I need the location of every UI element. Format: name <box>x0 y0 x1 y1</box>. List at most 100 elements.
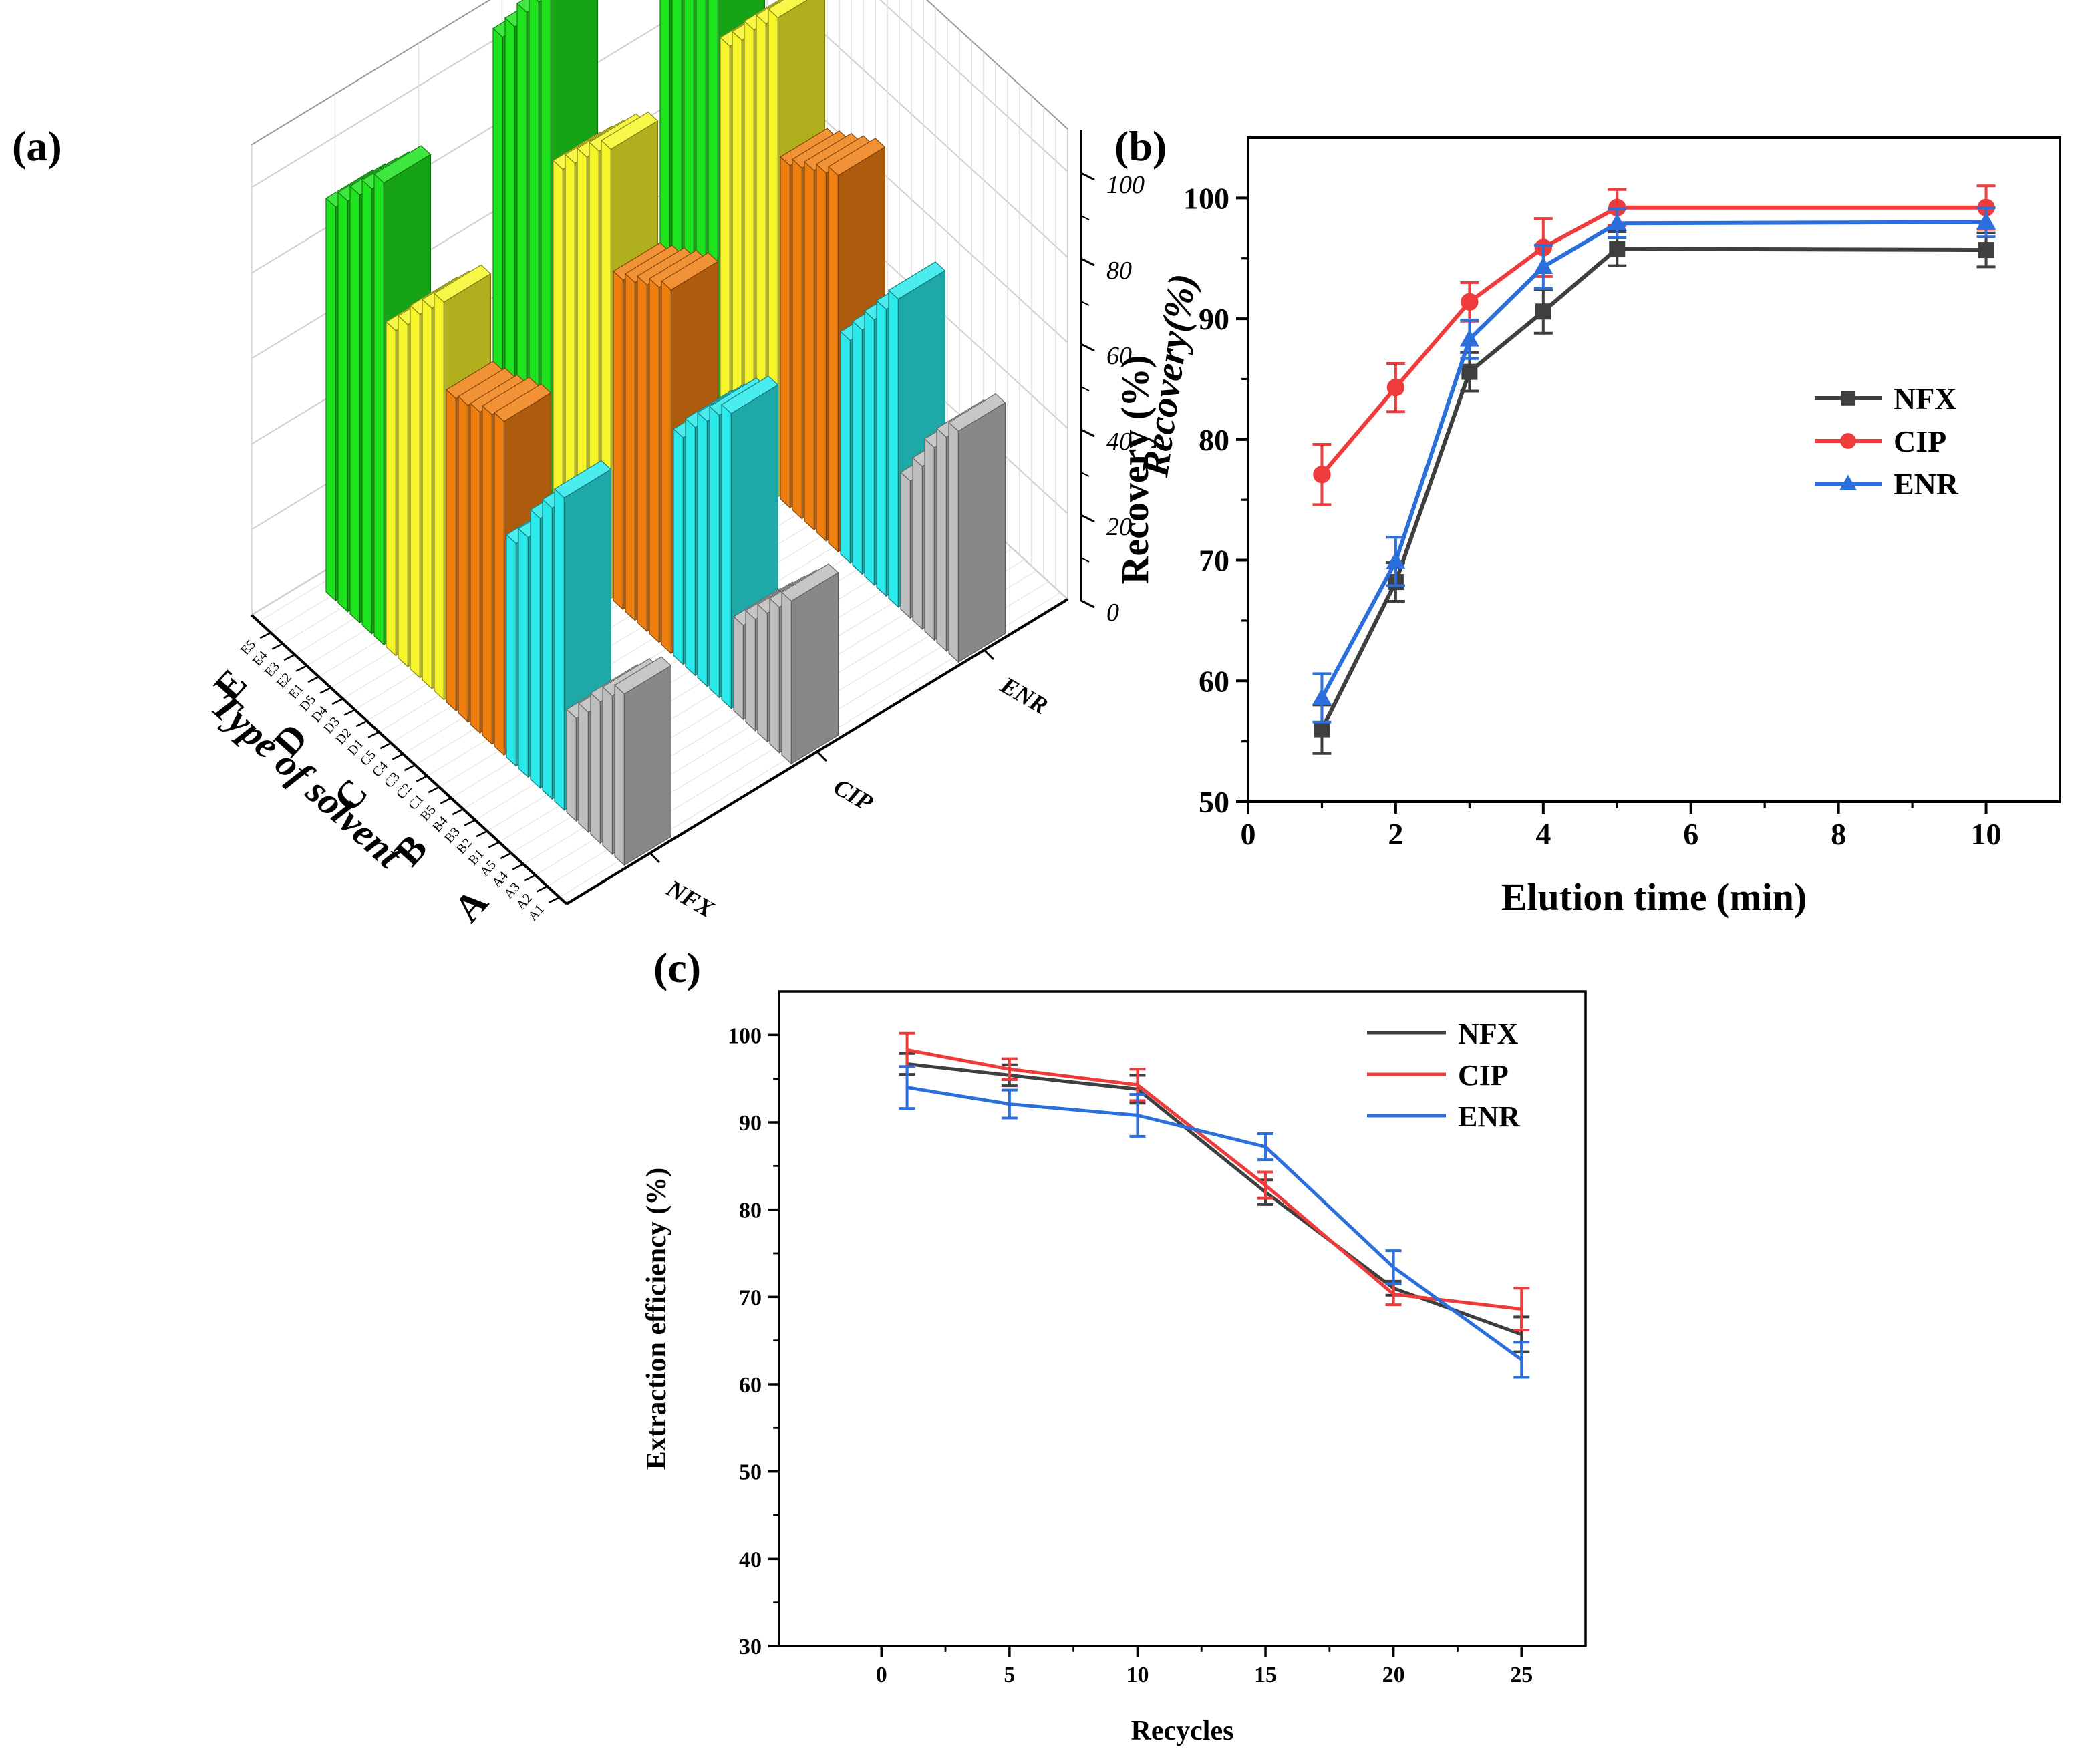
b-point-NFX <box>1461 363 1478 380</box>
c-y-tick-label: 40 <box>739 1547 762 1572</box>
bar-front <box>613 270 624 611</box>
b-y-tick-label: 70 <box>1199 544 1229 578</box>
bar-front <box>673 428 684 665</box>
solvent-tick <box>271 643 283 650</box>
bar-front <box>506 534 517 767</box>
b-point-NFX <box>1978 242 1994 259</box>
z-minor-tick <box>1080 301 1090 306</box>
b-point-ENR <box>1459 329 1479 347</box>
z-tick-label: 80 <box>1106 257 1132 285</box>
solvent-axis-line <box>251 614 568 905</box>
bar-front <box>828 166 839 553</box>
c-x-axis-title: Recycles <box>1131 1716 1234 1746</box>
bar-front <box>720 36 731 454</box>
c-line-CIP <box>907 1048 1522 1311</box>
bar-side <box>790 572 839 765</box>
bar-front <box>888 289 899 608</box>
c-errorbar-CIP <box>1001 1057 1018 1081</box>
bar-ENR-A1 <box>948 393 1006 663</box>
solvent-tick <box>500 852 512 860</box>
panel-a-bars <box>325 0 1006 866</box>
b-point-CIP <box>1461 293 1479 311</box>
z-tick <box>1080 257 1095 267</box>
c-legend-label-NFX: NFX <box>1458 1017 1519 1050</box>
bar-side <box>957 402 1006 663</box>
c-errorbar-ENR <box>1257 1132 1274 1162</box>
solvent-tick <box>319 687 331 694</box>
solvent-tick <box>331 697 343 705</box>
b-x-tick-label: 4 <box>1535 817 1551 851</box>
solvent-tick <box>355 719 367 728</box>
solvent-tick <box>524 874 536 882</box>
b-x-tick-label: 0 <box>1241 817 1256 851</box>
drug-label-ENR: ENR <box>996 671 1052 719</box>
bar-front <box>757 603 768 743</box>
c-errorbar-CIP <box>1257 1170 1274 1200</box>
b-x-tick-label: 8 <box>1831 817 1846 851</box>
c-errorbar-ENR <box>899 1065 915 1110</box>
c-x-tick-label: 5 <box>1004 1663 1015 1688</box>
bar-front <box>625 273 636 621</box>
b-x-axis-title: Elution time (min) <box>1501 875 1807 919</box>
solvent-tick <box>488 841 500 848</box>
b-point-ENR <box>1607 213 1627 231</box>
drug-tick <box>816 750 828 762</box>
z-tick <box>1080 343 1095 352</box>
bar-CIP-A1 <box>781 563 839 765</box>
c-x-tick-label: 15 <box>1254 1663 1277 1688</box>
solvent-tick <box>416 775 428 782</box>
bar-front <box>349 185 361 624</box>
c-y-tick-label: 50 <box>739 1460 762 1485</box>
b-y-tick-label: 60 <box>1199 664 1229 698</box>
bar-front <box>864 310 875 586</box>
panel-label-a: (a) <box>12 122 62 170</box>
panel-a-3d-bar-chart: 020406080100Recovery(%)NFXCIPENRA1A2A3A4… <box>203 0 1204 930</box>
bar-front <box>733 615 744 721</box>
b-line-CIP <box>1320 205 1986 476</box>
bar-front <box>852 320 863 575</box>
b-x-tick-label: 2 <box>1388 817 1403 851</box>
c-y-tick-label: 100 <box>728 1023 762 1048</box>
b-point-NFX <box>1535 303 1551 320</box>
bar-front <box>948 421 959 663</box>
z-tick-label: 20 <box>1106 513 1132 541</box>
c-x-tick-label: 25 <box>1510 1663 1533 1688</box>
solvent-tick <box>404 764 416 772</box>
b-legend-label-CIP: CIP <box>1894 424 1946 458</box>
bar-front <box>373 173 385 646</box>
solvent-tick <box>440 797 452 804</box>
z-minor-tick <box>1080 472 1090 477</box>
b-line-NFX <box>1320 247 1986 730</box>
b-point-ENR <box>1386 551 1406 569</box>
b-point-NFX <box>1314 721 1330 738</box>
bar-front <box>685 418 696 677</box>
c-x-tick-label: 10 <box>1126 1663 1149 1688</box>
solvent-tick <box>283 653 295 661</box>
bar-front <box>578 702 589 833</box>
drug-tick <box>649 852 661 864</box>
b-series-ENR <box>1312 206 1996 724</box>
z-tick <box>1080 428 1095 438</box>
c-x-tick-label: 20 <box>1382 1663 1405 1688</box>
solvent-group-A: A <box>446 880 496 931</box>
b-legend-label-ENR: ENR <box>1894 467 1959 501</box>
z-minor-tick <box>1080 557 1090 563</box>
bar-front <box>542 498 553 800</box>
bar-front <box>769 597 780 754</box>
c-legend-label-ENR: ENR <box>1458 1100 1521 1133</box>
c-legend-label-CIP: CIP <box>1458 1059 1509 1092</box>
z-tick-label: 100 <box>1106 171 1145 199</box>
bar-front <box>325 197 336 602</box>
bar-front <box>518 528 529 778</box>
bar-front <box>446 389 457 712</box>
c-errorbar-CIP <box>1513 1287 1530 1331</box>
bar-front <box>566 708 577 822</box>
c-y-tick-label: 60 <box>739 1373 762 1398</box>
bar-front <box>458 395 469 723</box>
bar-front <box>745 609 756 732</box>
solvent-tick <box>392 753 404 760</box>
c-errorbar-ENR <box>1513 1341 1530 1379</box>
bar-front <box>780 156 791 509</box>
bar-front <box>936 427 947 652</box>
